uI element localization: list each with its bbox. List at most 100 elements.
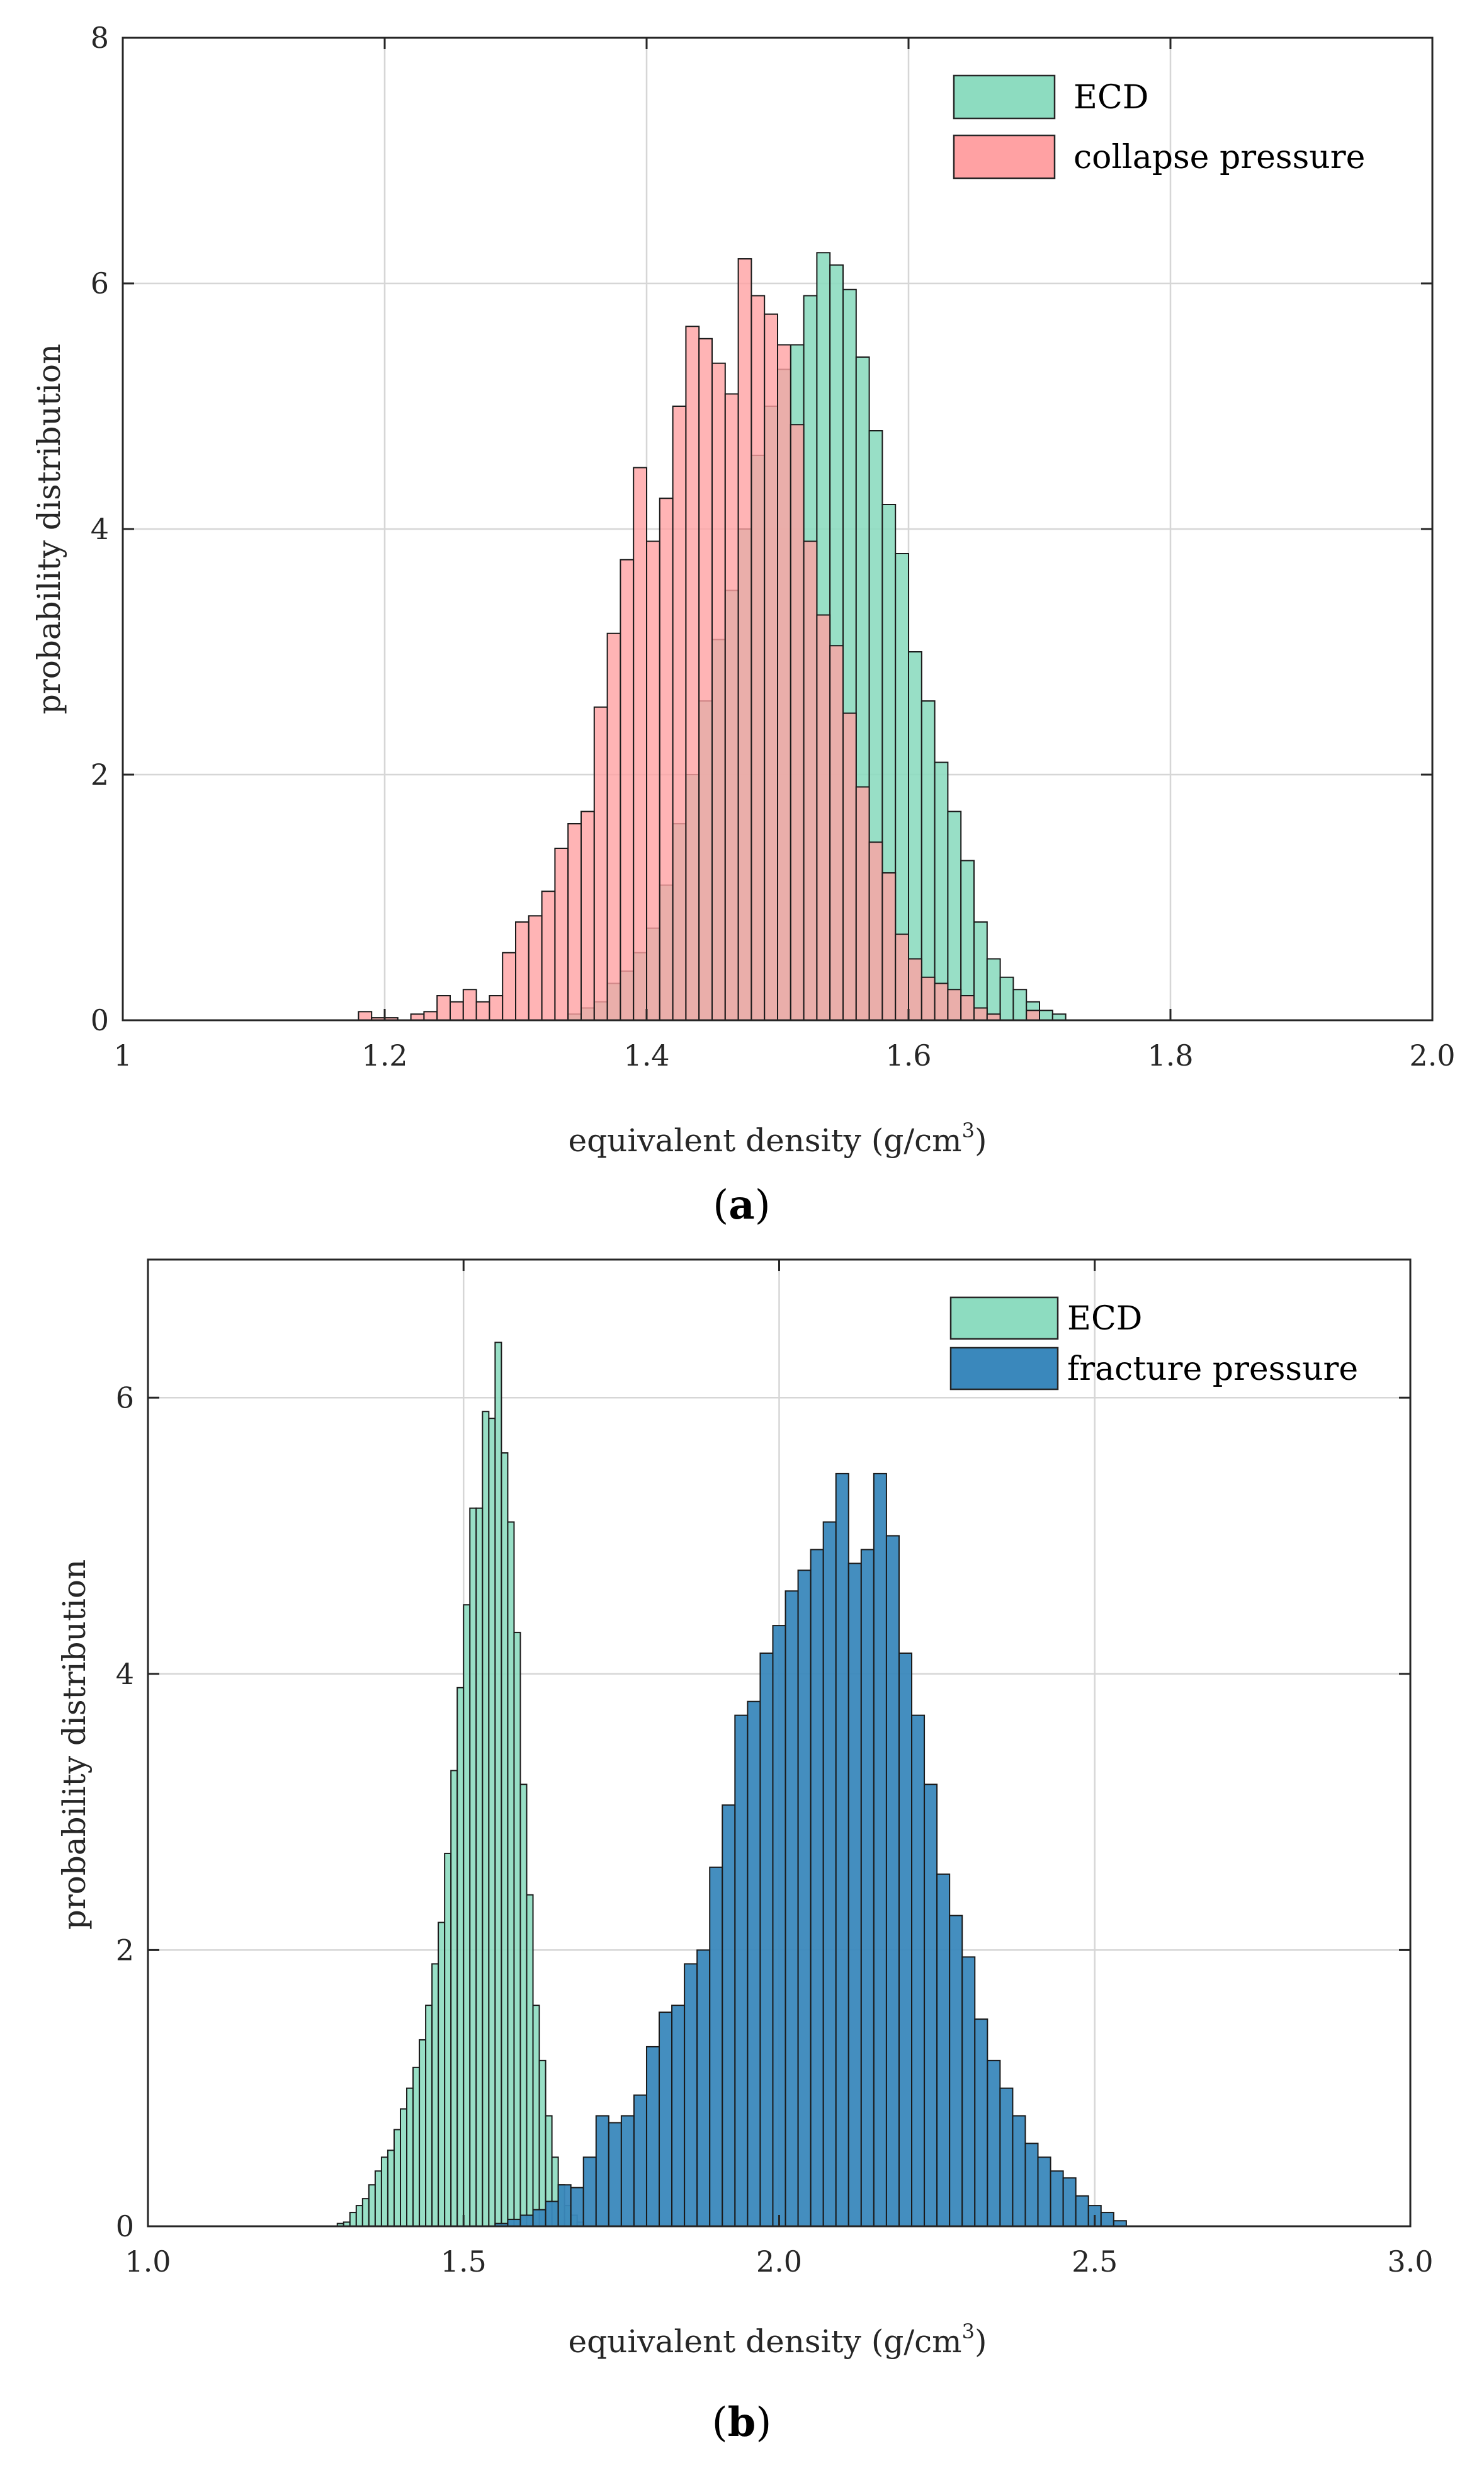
bar-fracture-pressure [1012,2115,1026,2228]
bar-collapse-pressure [698,338,713,1021]
bar-fracture-pressure [545,2200,559,2227]
chart-a-xlabel-main: equivalent density (g/cm [569,1122,962,1159]
bar-ecd [501,1452,509,2227]
bar-ecd [526,1894,534,2228]
bar-fracture-pressure [885,1535,900,2228]
bar-collapse-pressure [606,632,621,1021]
bar-collapse-pressure [842,712,857,1021]
bar-ecd [482,1411,490,2228]
bar-ecd [469,1507,477,2228]
bar-ecd [425,2005,433,2227]
bar-fracture-pressure [595,2115,609,2228]
chart-a-xlabel-sup: 3 [962,1118,975,1142]
bar-fracture-pressure [1062,2177,1077,2227]
bar-collapse-pressure [764,313,778,1021]
bar-collapse-pressure [659,498,674,1021]
bar-collapse-pressure [960,995,975,1021]
bar-collapse-pressure [724,393,739,1021]
bar-collapse-pressure [462,989,477,1021]
bar-collapse-pressure [554,848,569,1021]
bar-ecd [513,1632,521,2228]
x-tick-label: 3.0 [1387,2245,1433,2279]
legend-b-swatch-fracture [949,1346,1059,1391]
bar-collapse-pressure [620,559,635,1021]
bar-collapse-pressure [502,952,517,1021]
chart-a-panel-letter: a [728,1181,754,1229]
bar-fracture-pressure [570,2187,584,2228]
bar-collapse-pressure [528,915,543,1021]
bar-fracture-pressure [684,1963,698,2228]
bar-ecd [393,2129,401,2227]
y-tick-label: 0 [116,2209,134,2243]
bar-fracture-pressure [924,1784,938,2227]
bar-collapse-pressure [855,786,870,1021]
bar-collapse-pressure [908,958,922,1021]
chart-b-legend: ECD fracture pressure [949,1296,1358,1391]
bar-fracture-pressure [936,1873,951,2228]
bar-fracture-pressure [1075,2195,1089,2227]
bar-fracture-pressure [608,2122,622,2227]
bar-ecd [456,1687,465,2227]
chart-b-ylabel: probability distribution [56,1559,93,1930]
bar-fracture-pressure [659,2012,673,2228]
y-tick-label: 2 [91,758,109,792]
bar-ecd [355,2205,363,2228]
bar-collapse-pressure [515,921,530,1021]
bar-ecd [438,1921,446,2228]
y-tick-label: 4 [116,1657,134,1691]
chart-a-panel-label: (a) [713,1181,770,1229]
bar-fracture-pressure [532,2209,547,2228]
bar-fracture-pressure [898,1652,913,2228]
bar-fracture-pressure [747,1700,761,2228]
bar-ecd [374,2170,382,2227]
bar-ecd [538,2059,547,2228]
bar-fracture-pressure [1100,2212,1114,2228]
y-tick-label: 6 [91,266,109,300]
x-tick-label: 1.6 [885,1039,931,1073]
bar-collapse-pressure [803,540,818,1021]
y-tick-label: 8 [91,21,109,55]
bar-fracture-pressure [784,1590,799,2227]
bar-fracture-pressure [645,2046,660,2227]
bar-fracture-pressure [797,1569,812,2227]
bar-ecd [488,1418,496,2227]
bar-fracture-pressure [911,1714,926,2227]
bar-ecd [431,1963,439,2228]
bar-fracture-pressure [810,1549,824,2227]
legend-a-label-collapse: collapse pressure [1073,139,1365,176]
bar-fracture-pressure [873,1472,887,2227]
bar-collapse-pressure [895,933,909,1021]
x-tick-label: 2.0 [1409,1039,1455,1073]
bar-collapse-pressure [541,891,556,1021]
bar-collapse-pressure [567,823,582,1021]
bar-collapse-pressure [868,841,883,1021]
bar-collapse-pressure [672,406,687,1021]
y-tick-label: 0 [91,1003,109,1037]
bar-ecd [532,2005,540,2227]
chart-b-xlabel-sup: 3 [962,2319,975,2343]
bar-fracture-pressure [987,2059,1001,2228]
bar-ecd [934,761,949,1021]
bar-fracture-pressure [822,1521,837,2227]
legend-a-swatch-collapse [953,134,1056,179]
legend-a-swatch-ecd [953,74,1056,120]
bar-ecd [973,921,988,1021]
bar-collapse-pressure [450,1001,464,1021]
bar-collapse-pressure [436,995,451,1021]
y-tick-label: 4 [91,512,109,546]
bar-ecd [380,2156,388,2228]
bar-ecd [419,2039,427,2228]
bar-collapse-pressure [581,811,595,1021]
legend-b-label-ecd: ECD [1067,1300,1142,1338]
bar-ecd [475,1507,484,2228]
x-tick-label: 1.5 [441,2245,487,2279]
bar-ecd [1012,989,1028,1021]
bar-collapse-pressure [358,1011,373,1021]
chart-a-xlabel-close: ) [975,1122,987,1159]
y-tick-label: 6 [116,1380,134,1414]
chart-b-ticks: 1.0 1.5 2.0 2.5 3.0 0 2 4 6 [116,1260,1434,2279]
bar-ecd [349,2212,357,2228]
chart-a-ticks: 1 1.2 1.4 1.6 1.8 2.0 0 2 4 6 8 [91,21,1456,1073]
bar-collapse-pressure [737,258,752,1021]
bar-collapse-pressure [646,540,660,1021]
